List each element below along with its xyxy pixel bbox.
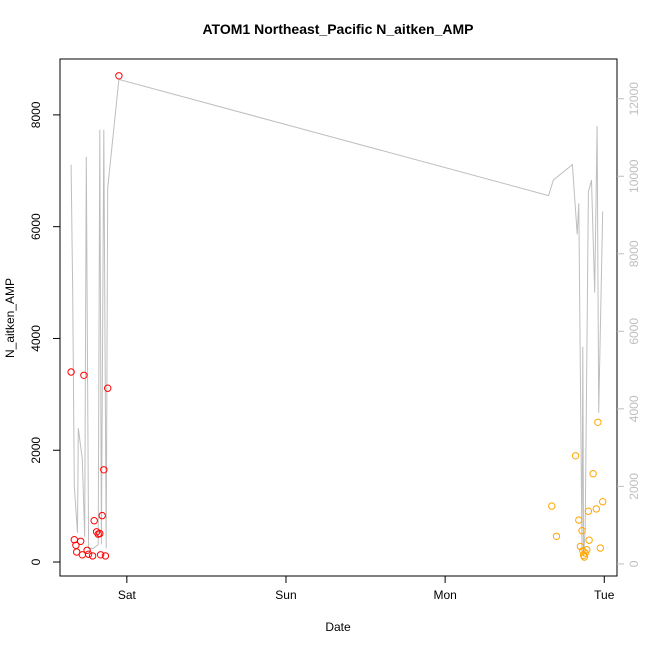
data-point — [585, 536, 593, 544]
right-y-tick-label: 6000 — [627, 318, 641, 345]
data-point — [98, 511, 106, 520]
data-point — [104, 384, 112, 392]
data-point — [571, 452, 580, 460]
x-axis: Sat Sun Mon Tue — [118, 576, 615, 602]
data-point — [83, 546, 91, 554]
data-point — [552, 532, 561, 540]
y-tick-label: 8000 — [29, 101, 43, 128]
chart-title: ATOM1 Northeast_Pacific N_aitken_AMP — [202, 21, 473, 37]
data-point — [596, 544, 604, 552]
data-point — [101, 552, 110, 560]
right-y-tick-label: 12000 — [627, 82, 641, 116]
right-y-axis: 0 2000 4000 6000 8000 10000 12000 — [617, 82, 641, 567]
data-point — [77, 537, 85, 545]
data-point — [575, 516, 583, 524]
series-layer — [67, 72, 607, 561]
data-point — [115, 72, 123, 80]
y-tick-label: 4000 — [29, 325, 43, 352]
y-tick-label: 0 — [29, 558, 43, 565]
data-point — [584, 507, 593, 515]
data-point — [589, 470, 597, 478]
x-tick-label: Sat — [118, 588, 137, 602]
data-point — [592, 505, 600, 513]
y-axis-label: N_aitken_AMP — [3, 278, 17, 358]
x-tick-label: Sun — [275, 588, 296, 602]
data-point — [578, 527, 586, 535]
data-point — [90, 517, 98, 525]
y-tick-label: 2000 — [29, 437, 43, 464]
left-y-axis: 0 2000 4000 6000 8000 — [29, 101, 60, 565]
data-point — [576, 542, 585, 551]
data-point — [100, 466, 108, 474]
data-point — [88, 552, 97, 560]
data-point — [583, 546, 591, 554]
x-tick-label: Mon — [433, 588, 456, 602]
right-y-tick-label: 4000 — [627, 395, 641, 422]
data-point — [580, 553, 589, 561]
data-point — [96, 529, 104, 538]
plot-frame — [59, 58, 618, 577]
data-point — [96, 551, 105, 559]
right-y-tick-label: 2000 — [627, 473, 641, 500]
data-point — [548, 502, 556, 510]
data-point — [80, 371, 88, 379]
x-tick-label: Tue — [594, 588, 615, 602]
right-y-tick-label: 10000 — [627, 159, 641, 193]
x-axis-label: Date — [325, 620, 351, 634]
data-point — [84, 550, 93, 558]
right-y-tick-label: 0 — [627, 560, 641, 567]
series-line — [70, 78, 604, 557]
data-point — [594, 418, 602, 426]
y-tick-label: 6000 — [29, 213, 43, 240]
data-point — [67, 368, 75, 376]
right-y-tick-label: 8000 — [627, 240, 641, 267]
data-point — [581, 549, 589, 557]
data-point — [599, 498, 607, 506]
